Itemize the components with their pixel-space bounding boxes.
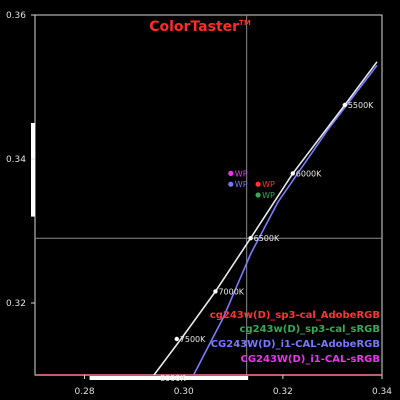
y-tick-label: 0.32 [6, 299, 26, 309]
trademark-sign: TM [239, 19, 251, 27]
white-point-marker [228, 170, 234, 176]
gamut-curve-blue [192, 64, 378, 376]
temperature-label: 6000K [296, 169, 322, 178]
temperature-marker [213, 289, 218, 294]
white-point-marker [255, 192, 261, 198]
x-tick-label: 0.28 [75, 387, 95, 397]
white-point-label: WP [235, 169, 248, 178]
temperature-marker [174, 336, 179, 342]
temperature-label: 5500K [348, 101, 374, 110]
y-tick-label: 0.36 [6, 11, 26, 21]
x-tick-label: 0.32 [273, 387, 293, 397]
legend-entry: cg243w(D)_sp3-cal_AdobeRGB [210, 310, 380, 321]
white-point-marker [228, 181, 234, 187]
temperature-marker [248, 236, 253, 241]
x-tick-label: 0.34 [372, 387, 392, 397]
horizontal-scroll-thumb[interactable] [89, 376, 249, 380]
temperature-marker [290, 171, 295, 176]
legend-entry: cg243w(D)_sp3-cal_sRGB [240, 324, 380, 335]
legend-entry: CG243W(D)_i1-CAL-sRGB [240, 354, 380, 365]
temperature-label: 6500K [254, 234, 280, 243]
white-point-marker [255, 181, 261, 187]
app-title-text: ColorTaster [149, 19, 239, 35]
y-tick-label: 0.34 [6, 155, 26, 165]
white-point-label: WP [262, 180, 275, 189]
temperature-label-partial: 8000K [160, 374, 186, 383]
vertical-scroll-thumb[interactable] [31, 123, 35, 217]
white-point-label: WP [235, 180, 248, 189]
temperature-label: 7500K [180, 335, 206, 344]
temperature-marker [342, 102, 348, 108]
temperature-label: 7000K [218, 287, 244, 296]
legend-entry: CG243W(D)_i1-CAL-AdobeRGB [211, 339, 380, 350]
x-tick-label: 0.30 [174, 387, 194, 397]
white-point-label: WP [262, 191, 275, 200]
app-title: ColorTasterTM [149, 19, 251, 35]
